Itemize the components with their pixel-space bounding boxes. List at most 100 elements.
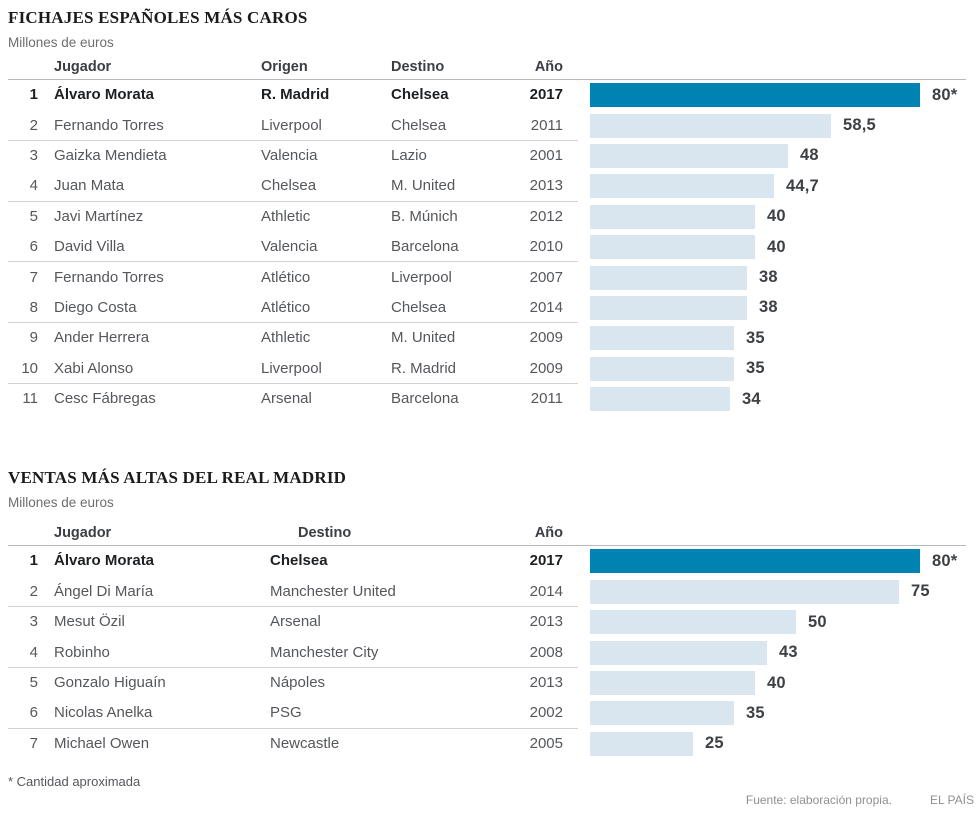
origin-cell: Arsenal	[261, 390, 312, 408]
bar-zone: 75	[590, 579, 930, 604]
player-cell: Ander Herrera	[54, 329, 150, 347]
rank-cell: 2	[29, 582, 38, 600]
destination-cell: Chelsea	[391, 116, 447, 134]
value-bar	[590, 235, 755, 260]
value-label: 40	[767, 237, 786, 256]
column-header-destination: Destino	[391, 59, 445, 75]
value-bar	[590, 671, 755, 696]
destination-cell: M. United	[391, 177, 456, 195]
table-row: 9 Ander Herrera Athletic M. United 2009 35	[8, 323, 980, 353]
table-row: 5 Javi Martínez Athletic B. Múnich 2012 40	[8, 202, 980, 232]
origin-cell: Chelsea	[261, 177, 317, 195]
destination-cell: Barcelona	[391, 238, 459, 256]
value-label: 80*	[932, 551, 958, 570]
year-cell: 2008	[529, 643, 563, 661]
value-bar	[590, 143, 788, 168]
value-bar	[590, 83, 920, 108]
table-row: 6 Nicolas Anelka PSG 2002 35	[8, 698, 980, 730]
table-row: 2 Fernando Torres Liverpool Chelsea 2011 58,5	[8, 110, 980, 142]
year-cell: 2014	[529, 298, 563, 316]
table-row: 8 Diego Costa Atlético Chelsea 2014 38	[8, 293, 980, 324]
column-header-player: Jugador	[54, 525, 112, 542]
value-bar	[590, 610, 796, 635]
brand-logo: EL PAÍS	[929, 793, 974, 808]
destination-cell: R. Madrid	[391, 359, 457, 377]
destination-cell: Chelsea	[391, 86, 449, 104]
table-row: 1 Álvaro Morata Chelsea 2017 80*	[8, 546, 980, 576]
year-cell: 2011	[530, 390, 563, 408]
table-row: 7 Fernando Torres Atlético Liverpool 2007 38	[8, 262, 980, 292]
rank-cell: 6	[29, 238, 38, 256]
rank-cell: 5	[29, 207, 38, 225]
value-bar	[590, 731, 693, 756]
sales-table: Jugador Destino Año 1 Álvaro Morata Chelsea 20…	[8, 525, 980, 759]
value-label: 35	[746, 328, 765, 347]
chart-section-fichajes: FICHAJES ESPAÑOLES MÁS CAROS Millones de…	[8, 8, 980, 414]
player-cell: David Villa	[54, 238, 125, 256]
year-cell: 2013	[529, 674, 563, 692]
rank-cell: 7	[29, 268, 38, 286]
destination-cell: Manchester United	[270, 582, 396, 600]
column-header-origin: Origen	[261, 59, 308, 75]
year-cell: 2011	[530, 116, 563, 134]
origin-cell: R. Madrid	[261, 86, 330, 104]
destination-cell: Newcastle	[270, 734, 340, 752]
rank-cell: 4	[29, 177, 38, 195]
column-header-row: Jugador Origen Destino Año	[8, 59, 966, 80]
year-cell: 2010	[529, 238, 563, 256]
table-row: 5 Gonzalo Higuaín Nápoles 2013 40	[8, 668, 980, 698]
value-label: 35	[746, 703, 765, 722]
value-label: 38	[759, 298, 778, 317]
value-bar	[590, 204, 755, 229]
chart-subtitle: Millones de euros	[8, 35, 114, 50]
bar-zone: 35	[590, 701, 765, 726]
value-label: 75	[911, 582, 930, 601]
player-cell: Javi Martínez	[54, 207, 144, 225]
rank-cell: 9	[29, 329, 38, 347]
player-cell: Michael Owen	[54, 734, 150, 752]
column-header-year: Año	[534, 525, 563, 542]
rank-cell: 3	[29, 146, 38, 164]
origin-cell: Atlético	[261, 268, 311, 286]
value-label: 50	[808, 612, 827, 631]
player-cell: Juan Mata	[54, 177, 125, 195]
footnote: * Cantidad aproximada	[8, 774, 141, 790]
value-bar	[590, 701, 734, 726]
rank-cell: 1	[29, 552, 38, 570]
bar-zone: 48	[590, 143, 819, 168]
destination-cell: B. Múnich	[391, 207, 458, 225]
column-header-year: Año	[534, 59, 563, 75]
value-label: 44,7	[786, 176, 819, 195]
player-cell: Gonzalo Higuaín	[54, 674, 166, 692]
origin-cell: Athletic	[261, 329, 311, 347]
value-label: 58,5	[843, 116, 876, 135]
year-cell: 2007	[529, 268, 563, 286]
table-row: 10 Xabi Alonso Liverpool R. Madrid 2009 35	[8, 354, 980, 385]
rank-cell: 11	[22, 390, 38, 408]
bar-zone: 40	[590, 671, 786, 696]
bar-zone: 35	[590, 326, 765, 351]
player-cell: Gaizka Mendieta	[54, 146, 167, 164]
value-label: 25	[705, 734, 724, 753]
table-row: 4 Robinho Manchester City 2008 43	[8, 637, 980, 669]
table-row: 4 Juan Mata Chelsea M. United 2013 44,7	[8, 171, 980, 202]
value-bar	[590, 549, 920, 574]
year-cell: 2005	[529, 734, 563, 752]
rank-cell: 1	[29, 86, 38, 104]
table-row: 6 David Villa Valencia Barcelona 2010 40	[8, 232, 980, 263]
value-bar	[590, 174, 774, 199]
rank-cell: 4	[29, 643, 38, 661]
value-label: 35	[746, 359, 765, 378]
bar-zone: 38	[590, 265, 778, 290]
transfers-table: Jugador Origen Destino Año 1 Álvaro Morata R. …	[8, 59, 980, 414]
column-header-destination: Destino	[298, 525, 352, 542]
bar-zone: 58,5	[590, 113, 876, 138]
origin-cell: Atlético	[261, 298, 311, 316]
destination-cell: Nápoles	[270, 674, 326, 692]
table-row: 1 Álvaro Morata R. Madrid Chelsea 2017 80*	[8, 80, 980, 110]
value-bar	[590, 326, 734, 351]
table-row: 3 Gaizka Mendieta Valencia Lazio 2001 48	[8, 141, 980, 171]
value-label: 43	[779, 643, 798, 662]
bar-zone: 38	[590, 295, 778, 320]
player-cell: Robinho	[54, 643, 110, 661]
